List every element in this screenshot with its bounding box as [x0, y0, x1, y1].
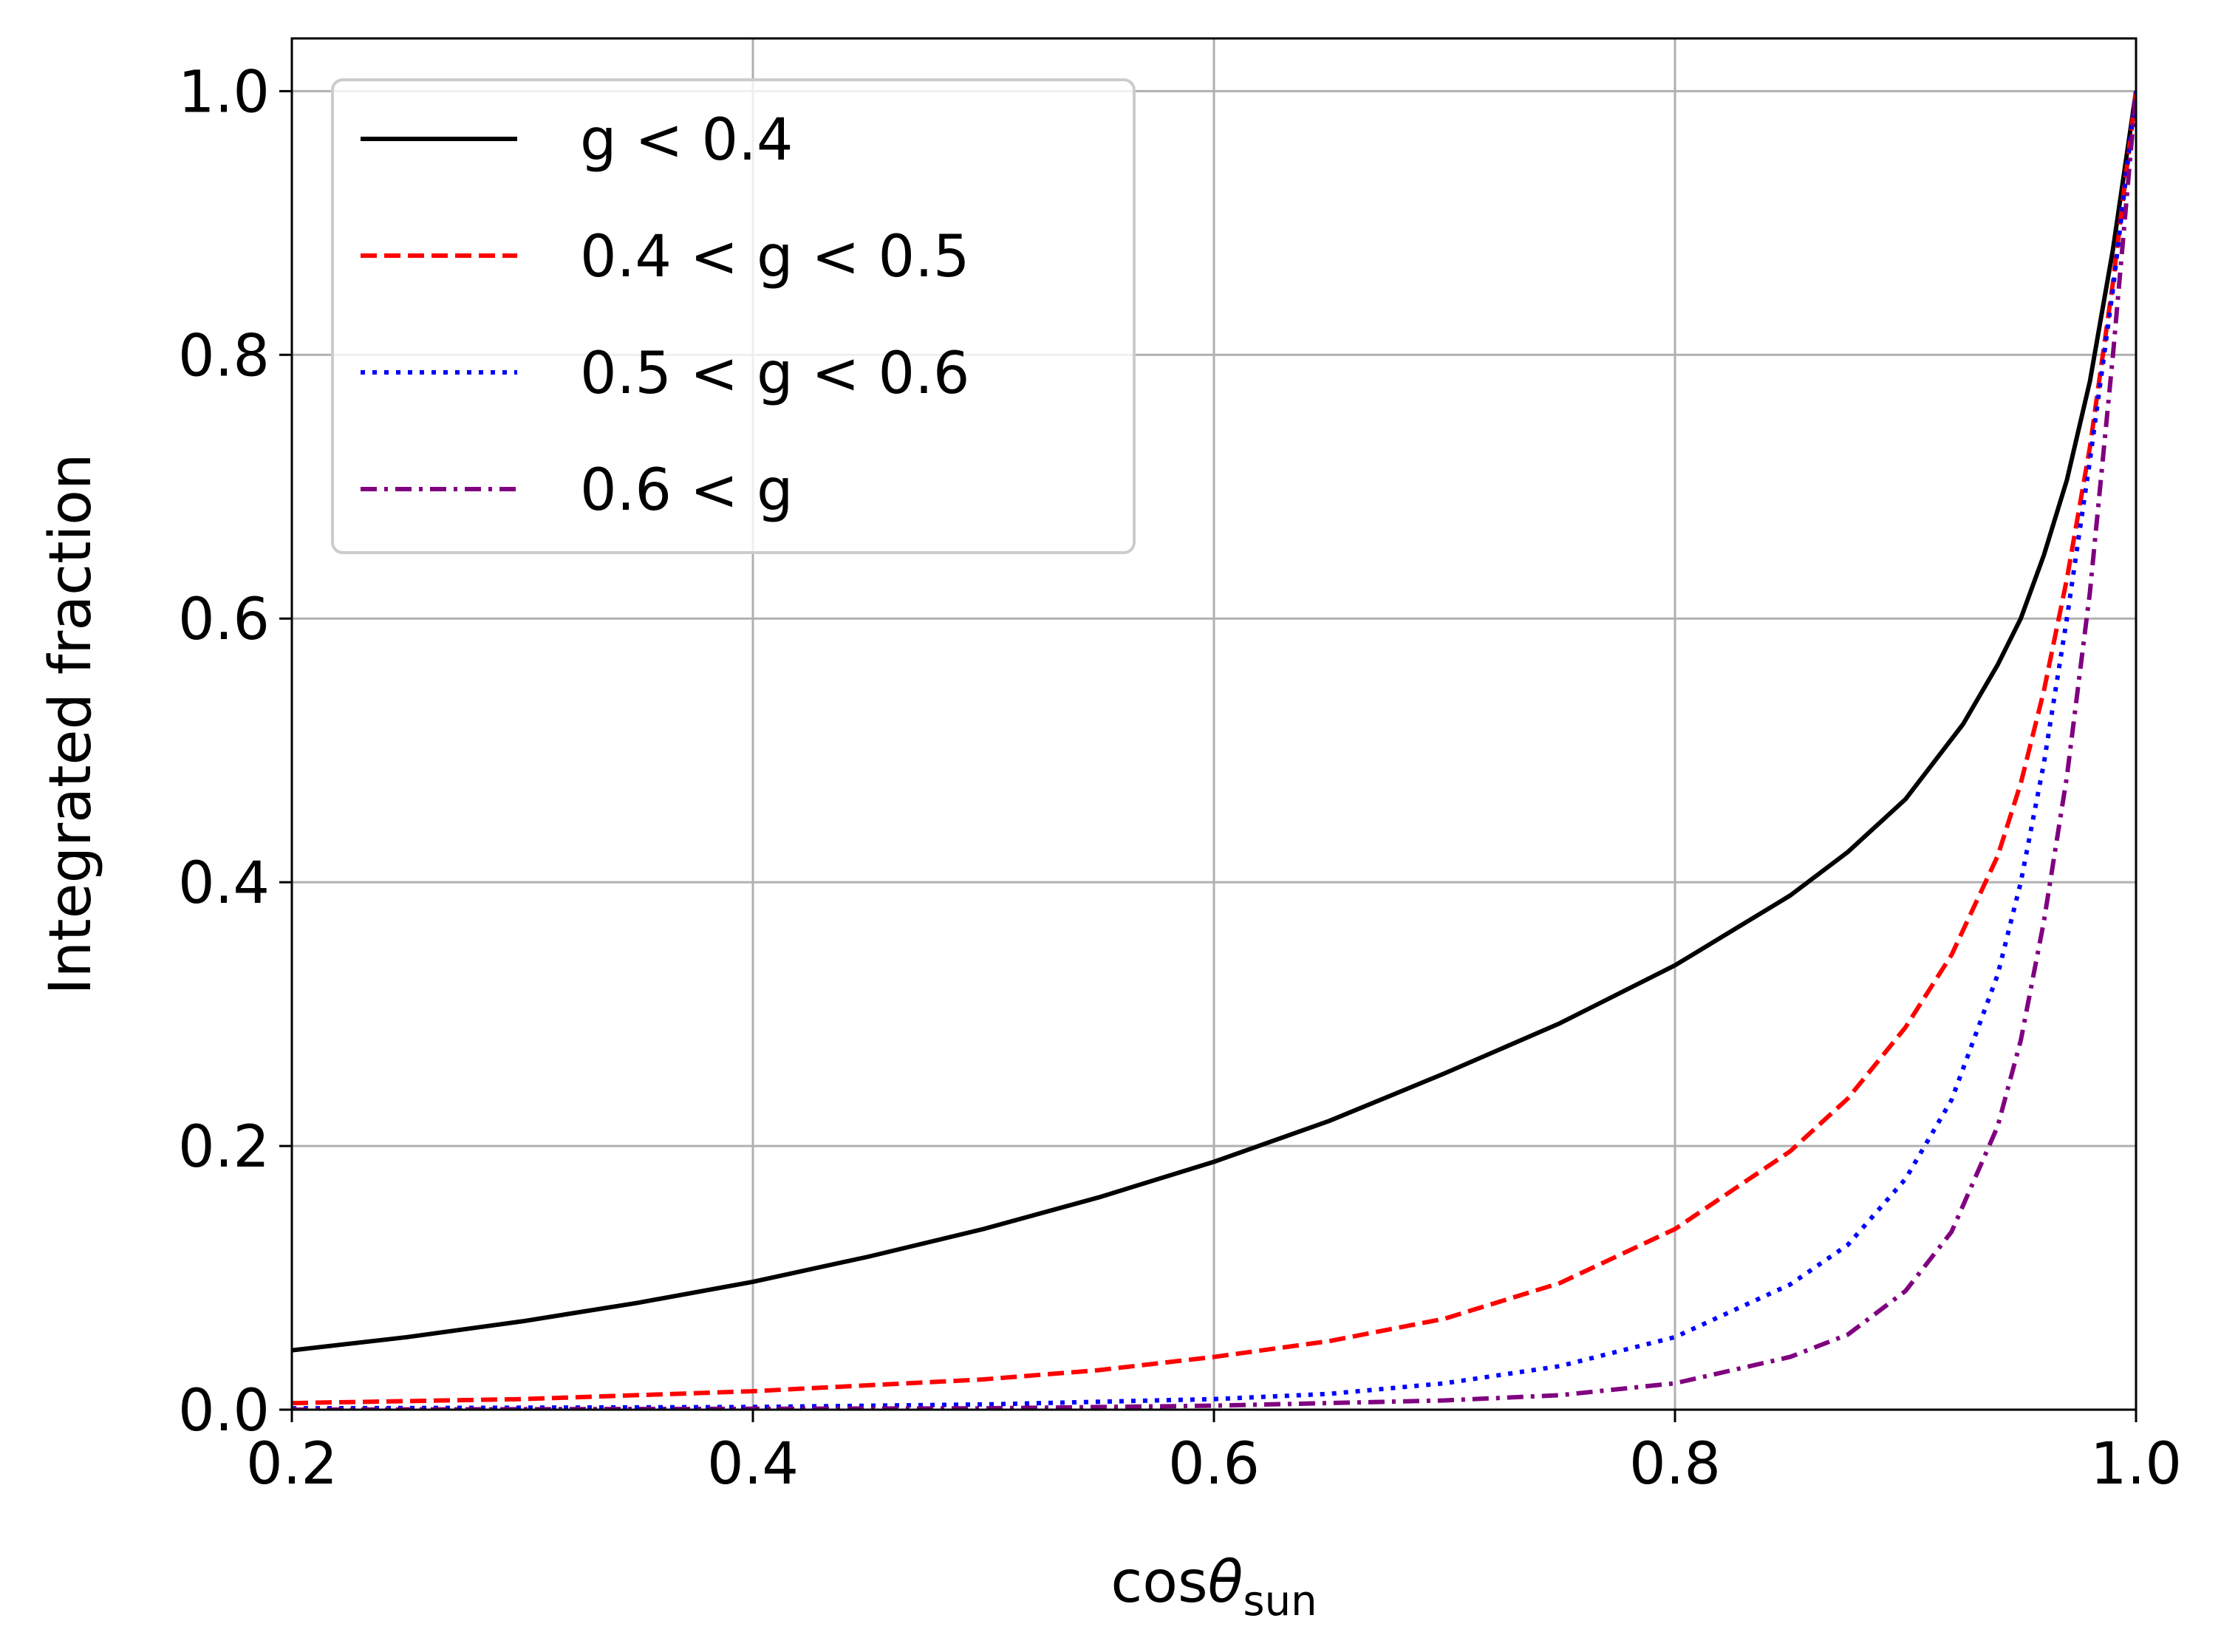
x-tick-label: 0.6	[1168, 1431, 1260, 1498]
y-tick-label: 0.6	[178, 587, 270, 653]
y-tick-label: 0.4	[178, 850, 270, 917]
series-group	[292, 90, 2136, 1410]
grid	[290, 38, 2138, 1411]
legend-label: 0.5 < g < 0.6	[580, 341, 970, 407]
legend-label: 0.6 < g	[580, 457, 794, 524]
x-axis-label: cosθsun	[1110, 1549, 1317, 1625]
y-axis-label: Integrated fraction	[38, 454, 104, 995]
x-axis-label-subscript: sun	[1243, 1577, 1317, 1625]
y-tick-label: 0.8	[178, 323, 270, 389]
y-tick-label: 0.2	[178, 1114, 270, 1181]
series-line-0-4-g-0-5	[292, 91, 2136, 1406]
legend-label: g < 0.4	[580, 107, 794, 174]
series-line-0-5-g-0-6	[292, 91, 2136, 1410]
series-line-g-0-4	[292, 90, 2136, 1353]
y-tick-label: 1.0	[178, 59, 270, 126]
legend: g < 0.4 0.4 < g < 0.5 0.5 < g < 0.6 0.6 < g	[331, 78, 1136, 554]
x-axis-label-main: cos	[1110, 1549, 1207, 1616]
x-tick-label: 0.4	[707, 1431, 799, 1498]
x-tick-label: 0.8	[1629, 1431, 1721, 1498]
legend-label: 0.4 < g < 0.5	[580, 224, 970, 290]
y-tick-label: 0.0	[178, 1378, 270, 1444]
series-line-0-6-g	[292, 91, 2136, 1410]
x-axis-label-theta: θ	[1208, 1549, 1243, 1616]
axis-ticks: 0.2 0.4 0.6 0.8 1.00.00.20.40.60.81.0	[178, 59, 2182, 1498]
x-tick-label: 1.0	[2090, 1431, 2182, 1498]
legend-box	[331, 78, 1136, 554]
x-tick-label: 0.2	[246, 1431, 338, 1498]
